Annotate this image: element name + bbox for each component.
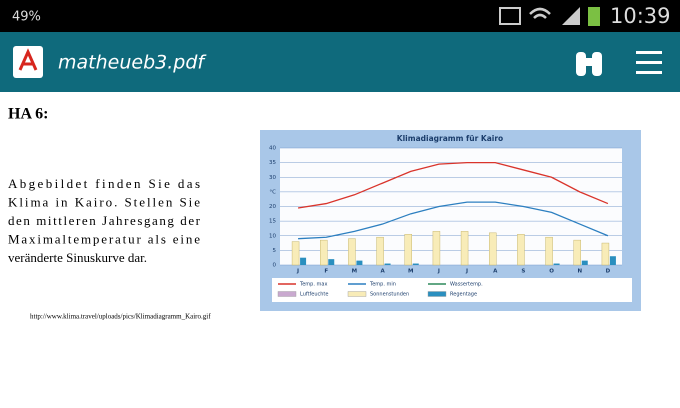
y-tick-label: 40 — [269, 146, 276, 152]
legend-label: Wassertemp. — [450, 282, 483, 288]
bar — [384, 263, 391, 265]
chart: 0 5 10 15 20 °C 30 35 40 J F M A M J J A S O N D Temp. max Tem… — [269, 146, 622, 298]
x-tick-label: F — [324, 269, 328, 275]
bar — [412, 263, 419, 265]
bar — [553, 263, 560, 265]
x-tick-label: J — [296, 269, 299, 275]
legend-label: Regentage — [450, 292, 477, 298]
x-tick-label: N — [577, 269, 582, 275]
legend-swatch — [277, 291, 297, 297]
bar — [356, 260, 363, 265]
x-tick-label: A — [493, 269, 498, 275]
y-tick-label: 0 — [273, 263, 277, 269]
paragraph-line: veränderte Sinuskurve dar. — [8, 250, 147, 265]
menu-button[interactable] — [636, 51, 662, 74]
menu-line — [636, 71, 662, 74]
bar — [517, 234, 525, 266]
wifi-icon — [529, 7, 551, 19]
legend-label: Luftfeuchte — [300, 292, 328, 298]
bar — [328, 259, 335, 265]
bar — [291, 241, 300, 266]
menu-line — [636, 51, 662, 54]
x-tick-label: O — [549, 269, 554, 275]
legend-label: Sonnenstunden — [370, 292, 409, 298]
menu-line — [636, 61, 662, 64]
binocular-left — [576, 52, 586, 76]
bar — [601, 242, 610, 266]
y-tick-label: 10 — [269, 233, 276, 239]
line — [297, 161, 609, 209]
paragraph-line: Abgebildet finden Sie das — [8, 176, 200, 191]
bar — [545, 236, 553, 266]
x-tick-label: A — [380, 269, 385, 275]
bar — [609, 256, 616, 265]
paragraph-line: Klima in Kairo. Stellen Sie — [8, 194, 200, 209]
bar — [320, 239, 328, 266]
bar — [348, 238, 356, 266]
x-tick-label: D — [606, 269, 611, 275]
x-tick-label: M — [408, 269, 413, 275]
binocular-right — [592, 52, 602, 76]
bar — [573, 239, 581, 266]
file-title: matheueb3.pdf — [58, 52, 207, 74]
pdf-glyph — [18, 48, 38, 71]
signal-icon — [562, 7, 580, 25]
battery-icon — [588, 7, 600, 26]
chart-title: Klimadiagramm für Kairo — [397, 134, 503, 143]
mute-icon — [499, 7, 521, 25]
bar — [489, 232, 497, 266]
bar — [432, 231, 441, 266]
bar — [404, 234, 412, 266]
legend-box — [272, 278, 632, 302]
bar — [581, 260, 588, 265]
search-button[interactable] — [576, 52, 602, 76]
x-tick-label: J — [465, 269, 468, 275]
line — [298, 201, 609, 240]
y-tick-label: 30 — [269, 175, 276, 181]
paragraph: Abgebildet finden Sie das Klima in Kairo.… — [8, 176, 201, 265]
y-tick-label: 35 — [269, 160, 276, 166]
source-url: http://www.klima.travel/uploads/pics/Kli… — [30, 313, 211, 321]
y-tick-label: 5 — [273, 248, 277, 254]
legend-swatch — [427, 291, 447, 297]
binocular-bridge — [584, 58, 594, 66]
clock: 10:39 — [610, 4, 671, 28]
app-bar — [0, 32, 680, 92]
x-tick-label: S — [521, 269, 525, 275]
x-tick-label: M — [352, 269, 357, 275]
y-tick-label: °C — [269, 189, 276, 195]
paragraph-line: Maximaltemperatur als eine — [8, 231, 200, 246]
y-tick-label: 15 — [269, 219, 276, 225]
y-tick-label: 20 — [269, 204, 276, 210]
paragraph-line: den mittleren Jahresgang der — [8, 213, 201, 228]
bar — [300, 257, 307, 265]
x-tick-label: J — [437, 269, 440, 275]
legend-label: Temp. max — [299, 282, 327, 288]
bar — [376, 236, 384, 266]
heading: HA 6: — [8, 106, 48, 123]
legend-swatch — [347, 291, 367, 297]
status-bar — [0, 0, 680, 32]
battery-level: 49% — [12, 10, 41, 25]
bar — [460, 231, 469, 266]
legend-label: Temp. min — [369, 282, 396, 288]
